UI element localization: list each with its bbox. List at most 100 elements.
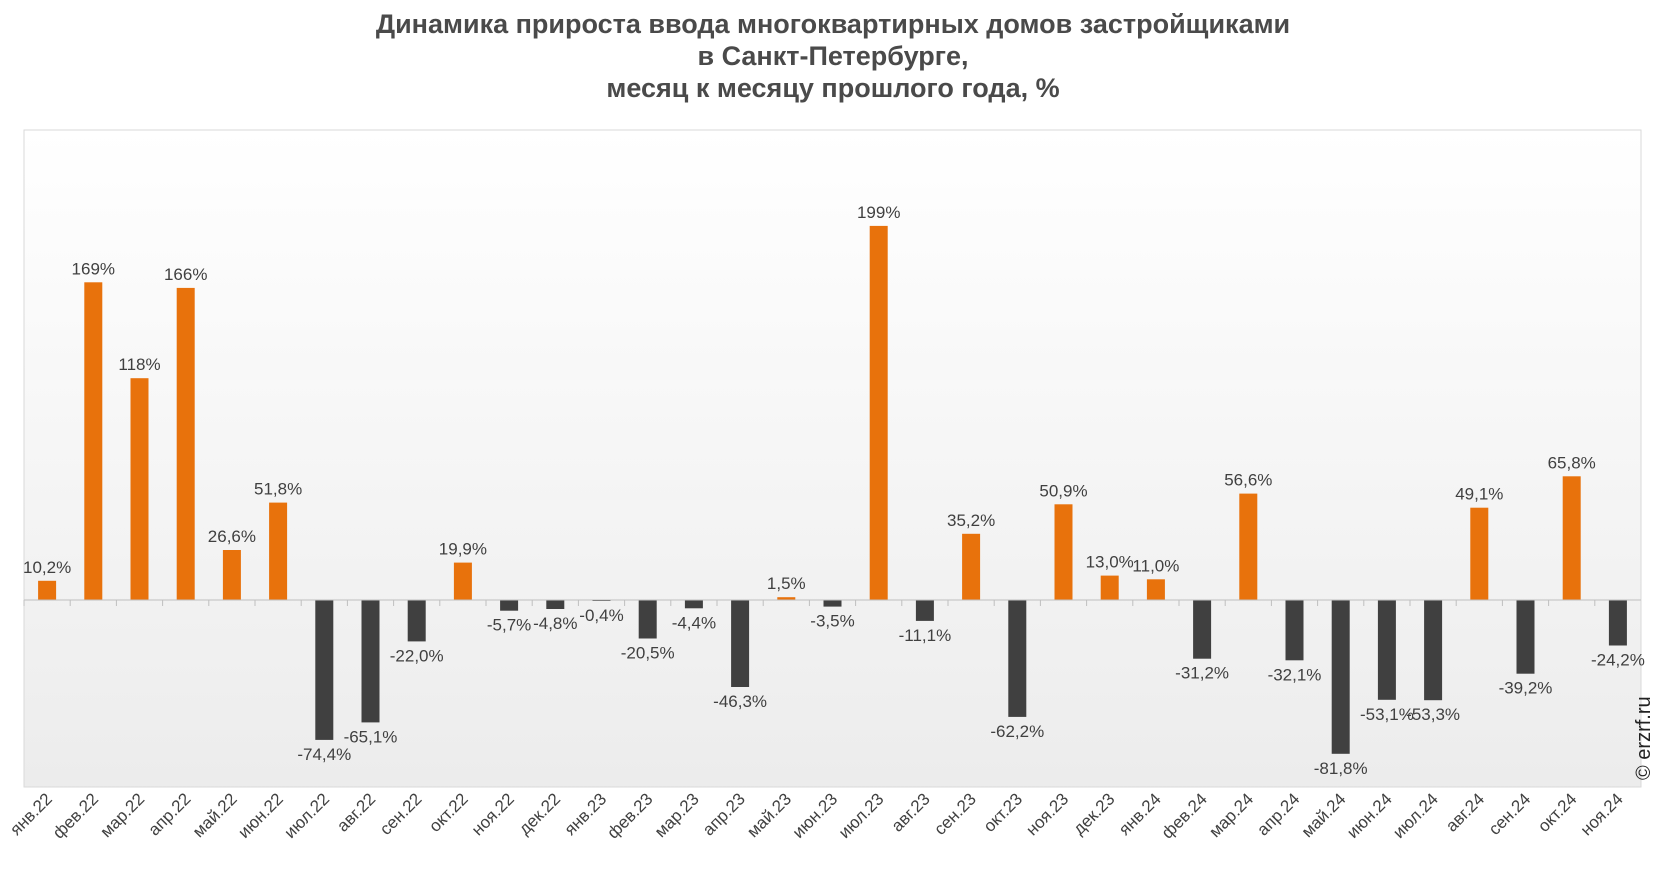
data-label-июн.23: -3,5%: [810, 612, 854, 631]
x-tick-label-янв.22: янв.22: [6, 789, 56, 839]
x-tick-label-июн.23: июн.23: [789, 789, 842, 842]
data-label-май.22: 26,6%: [208, 527, 256, 546]
data-label-авг.24: 49,1%: [1455, 485, 1503, 504]
bar-ноя.22: [500, 600, 519, 611]
x-tick-label-ноя.24: ноя.24: [1577, 789, 1627, 839]
x-tick-label-окт.23: окт.23: [980, 789, 1026, 835]
bar-дек.22: [546, 600, 565, 609]
data-label-апр.22: 166%: [164, 265, 207, 284]
bar-апр.23: [731, 600, 750, 687]
x-tick-label-фев.22: фев.22: [49, 789, 102, 842]
value-labels-group: 10,2% 169% 118% 166% 26,6% 51,8% -74,4%-65,1% -…: [23, 203, 1645, 778]
x-tick-label-авг.23: авг.23: [888, 789, 934, 835]
x-tick-label-дек.22: дек.22: [515, 789, 564, 838]
data-label-июл.24: -53,3%: [1406, 705, 1460, 724]
bar-июн.24: [1377, 600, 1396, 700]
data-label-авг.22: -65,1%: [344, 727, 398, 746]
data-label-мар.22: 118%: [118, 355, 160, 374]
bar-ноя.24: [1608, 600, 1627, 646]
bar-май.24: [1331, 600, 1350, 754]
x-tick-label-май.22: май.22: [189, 789, 241, 841]
data-label-окт.23: -62,2%: [990, 722, 1044, 741]
x-tick-label-фев.24: фев.24: [1158, 789, 1211, 842]
data-label-дек.22: -4,8%: [533, 614, 577, 633]
data-label-фев.22: 169%: [72, 259, 115, 278]
x-tick-label-апр.22: апр.22: [145, 789, 195, 839]
data-label-июн.22: 51,8%: [254, 480, 302, 499]
bar-апр.22: [176, 287, 195, 600]
x-tick-label-июн.24: июн.24: [1343, 789, 1396, 842]
data-label-май.23: 1,5%: [767, 574, 806, 593]
data-label-окт.24: 65,8%: [1548, 453, 1596, 472]
x-tick-label-июл.23: июл.23: [835, 789, 888, 842]
x-tick-label-июл.22: июл.22: [280, 789, 333, 842]
data-label-авг.23: -11,1%: [899, 626, 952, 645]
bar-окт.22: [453, 562, 472, 600]
x-tick-label-июн.22: июн.22: [234, 789, 287, 842]
bar-сен.22: [407, 600, 426, 642]
bar-сен.24: [1516, 600, 1535, 674]
bar-янв.22: [38, 580, 57, 600]
bar-фев.22: [84, 282, 103, 600]
x-tick-label-ноя.22: ноя.22: [468, 789, 518, 839]
bar-сен.23: [962, 533, 981, 600]
x-tick-label-дек.23: дек.23: [1069, 789, 1118, 838]
bar-июл.23: [869, 225, 888, 600]
x-tick-label-янв.23: янв.23: [561, 789, 611, 839]
plot-area: [23, 129, 1642, 788]
x-tick-label-сен.24: сен.24: [1485, 789, 1534, 838]
data-label-мар.24: 56,6%: [1224, 471, 1272, 490]
copyright-text: © erzrf.ru: [1633, 696, 1655, 780]
bar-апр.24: [1285, 600, 1304, 661]
x-tick-label-сен.23: сен.23: [930, 789, 979, 838]
bar-мар.23: [684, 600, 703, 609]
data-label-янв.24: 11,0%: [1132, 556, 1179, 575]
x-tick-label-ноя.23: ноя.23: [1022, 789, 1072, 839]
x-tick-label-июл.24: июл.24: [1389, 789, 1442, 842]
x-tick-label-апр.23: апр.23: [699, 789, 749, 839]
bar-окт.24: [1562, 476, 1581, 600]
data-label-июн.24: -53,1%: [1360, 705, 1414, 724]
data-label-июл.23: 199%: [857, 203, 900, 222]
bar-июл.22: [315, 600, 334, 740]
x-tick-label-янв.24: янв.24: [1115, 789, 1165, 839]
data-label-янв.23: -0,4%: [579, 606, 623, 625]
x-tick-label-мар.23: мар.23: [651, 789, 703, 841]
chart-title: Динамика прироста ввода многоквартирных …: [0, 8, 1666, 104]
bar-июн.22: [269, 502, 288, 600]
bar-фев.24: [1193, 600, 1212, 659]
data-label-фев.23: -20,5%: [621, 644, 675, 663]
bar-авг.22: [361, 600, 380, 723]
data-label-ноя.24: -24,2%: [1591, 651, 1645, 670]
data-label-июл.22: -74,4%: [297, 745, 351, 764]
x-tick-label-фев.23: фев.23: [603, 789, 656, 842]
data-label-апр.24: -32,1%: [1268, 665, 1322, 684]
bar-окт.23: [1008, 600, 1027, 717]
data-label-апр.23: -46,3%: [713, 692, 767, 711]
chart-title-line-3: месяц к месяцу прошлого года, %: [606, 73, 1060, 103]
data-label-дек.23: 13,0%: [1086, 553, 1134, 572]
x-tick-label-окт.24: окт.24: [1534, 789, 1580, 835]
data-label-сен.22: -22,0%: [390, 646, 444, 665]
x-tick-label-авг.24: авг.24: [1442, 789, 1488, 835]
bar-фев.23: [638, 600, 657, 639]
x-tick-label-май.23: май.23: [743, 789, 795, 841]
data-label-сен.23: 35,2%: [947, 511, 995, 530]
x-tick-label-авг.22: авг.22: [333, 789, 379, 835]
bar-авг.24: [1470, 507, 1489, 600]
bar-авг.23: [915, 600, 934, 621]
x-tick-label-мар.22: мар.22: [97, 789, 149, 841]
bar-июн.23: [823, 600, 842, 607]
bar-мар.22: [130, 378, 149, 600]
x-tick-label-апр.24: апр.24: [1253, 789, 1303, 839]
bar-ноя.23: [1054, 504, 1073, 600]
bar-май.23: [777, 597, 796, 600]
bars-group: [38, 225, 1627, 754]
x-axis-ticks-group: [23, 600, 1596, 606]
x-axis-tick-labels-group: янв.22фев.22мар.22апр.22май.22июн.22июл.…: [6, 789, 1626, 842]
x-tick-label-сен.22: сен.22: [376, 789, 425, 838]
x-tick-label-окт.22: окт.22: [425, 789, 471, 835]
bar-май.22: [222, 550, 241, 600]
x-tick-label-мар.24: мар.24: [1205, 789, 1257, 841]
